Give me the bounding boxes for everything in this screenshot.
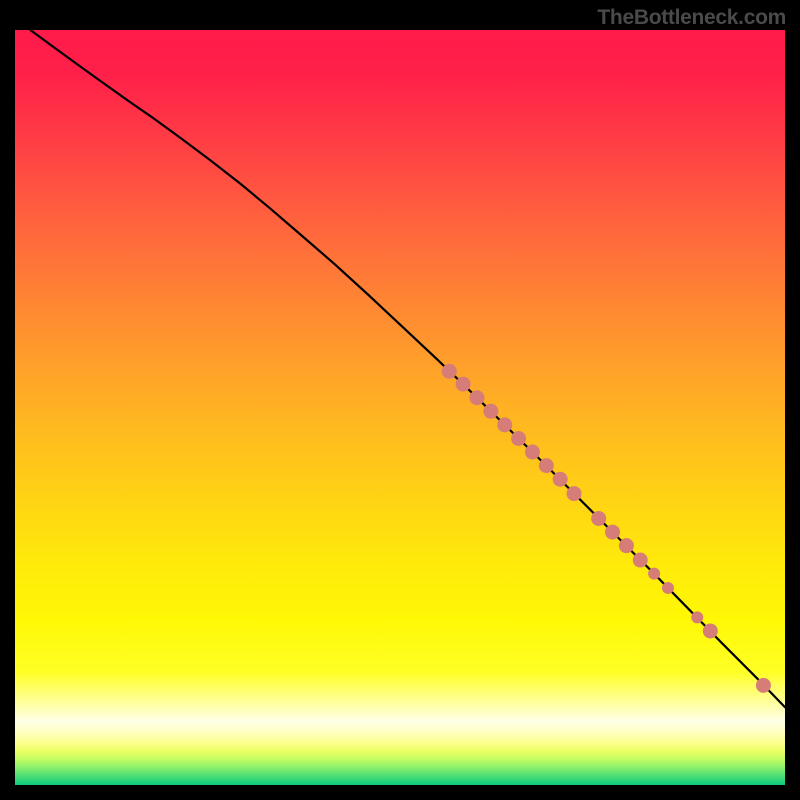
data-point [619,538,634,553]
data-point [553,472,568,487]
chart-svg [15,30,785,785]
data-point [497,417,512,432]
gradient-background [15,30,785,785]
data-point [662,582,674,594]
data-point [756,678,771,693]
data-point [567,486,582,501]
plot-area [15,30,785,785]
data-point [539,458,554,473]
watermark-text: TheBottleneck.com [597,6,786,30]
data-point [703,623,718,638]
data-point [525,445,540,460]
data-point [470,390,485,405]
data-point [511,431,526,446]
data-point [456,377,471,392]
data-point [633,553,648,568]
data-point [591,511,606,526]
data-point [483,404,498,419]
data-point [691,611,703,623]
data-point [648,568,660,580]
chart-container: TheBottleneck.com [0,0,800,800]
data-point [442,364,457,379]
data-point [605,525,620,540]
